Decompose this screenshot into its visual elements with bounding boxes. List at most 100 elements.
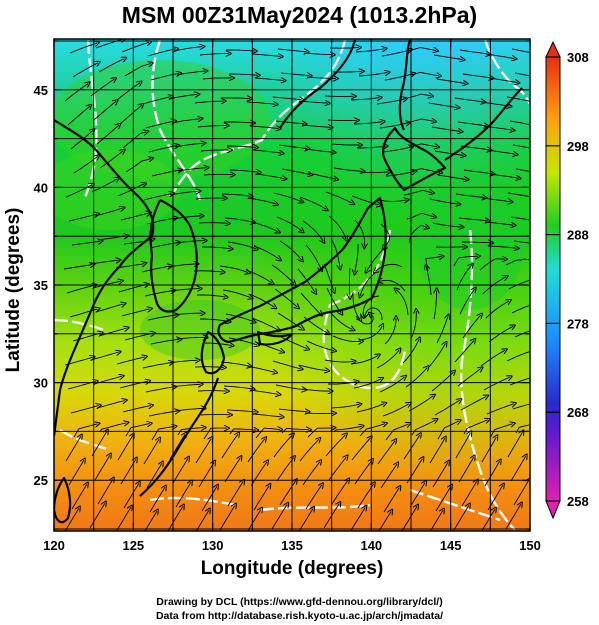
streamline xyxy=(91,179,118,193)
streamline xyxy=(194,367,224,368)
streamline xyxy=(481,509,495,531)
streamline xyxy=(458,218,488,221)
streamline xyxy=(272,360,301,369)
streamline xyxy=(198,223,228,224)
streamline xyxy=(177,168,207,172)
streamline xyxy=(384,318,396,345)
streamline xyxy=(174,408,204,411)
streamline xyxy=(275,120,305,124)
streamline xyxy=(453,505,469,531)
streamline xyxy=(408,144,437,147)
streamline xyxy=(195,439,211,464)
streamline xyxy=(323,263,334,291)
streamline xyxy=(301,125,331,127)
streamline xyxy=(116,83,140,101)
streamline xyxy=(277,312,302,329)
streamline xyxy=(143,439,159,465)
streamline xyxy=(98,328,127,337)
y-tick-label: 45 xyxy=(34,83,48,98)
colorbar-tick-label: 298 xyxy=(567,139,589,154)
streamline xyxy=(431,372,454,392)
streamline xyxy=(116,357,145,365)
streamline xyxy=(349,267,350,297)
colorbar-lower-arrow xyxy=(545,500,561,520)
streamline xyxy=(513,240,530,244)
streamline xyxy=(227,241,256,249)
streamline xyxy=(407,48,436,52)
x-tick-label: 140 xyxy=(360,538,382,553)
streamline xyxy=(245,269,272,283)
streamline xyxy=(351,438,370,461)
streamline xyxy=(94,455,110,481)
credit-drawing: Drawing by DCL (https://www.gfd-dennou.o… xyxy=(156,596,443,608)
streamline xyxy=(123,483,139,509)
streamline xyxy=(229,74,258,75)
streamline xyxy=(355,49,385,53)
streamline xyxy=(246,102,276,104)
streamline xyxy=(377,441,395,465)
streamline xyxy=(271,264,294,284)
streamline xyxy=(226,410,256,412)
streamline xyxy=(251,54,281,56)
streamline xyxy=(121,42,149,53)
streamline xyxy=(223,386,253,389)
streamline xyxy=(437,174,467,179)
streamline xyxy=(275,384,304,390)
chart-title: MSM 00Z31May2024 (1013.2hPa) xyxy=(121,2,478,28)
streamline xyxy=(359,172,389,173)
streamline xyxy=(402,94,431,100)
streamline xyxy=(249,126,279,129)
streamline xyxy=(383,488,399,513)
streamline xyxy=(480,101,510,106)
streamline xyxy=(489,173,519,178)
streamline xyxy=(276,216,302,231)
streamline xyxy=(227,146,256,147)
streamline xyxy=(406,459,422,484)
streamline xyxy=(409,225,428,244)
colorbar-ticks: 258 268 278 288 298 308 xyxy=(546,50,589,509)
colorbar-tick-label: 288 xyxy=(567,228,589,243)
streamline xyxy=(174,143,204,148)
streamline xyxy=(171,119,201,124)
streamline xyxy=(435,486,451,512)
streamline xyxy=(63,265,93,270)
streamline xyxy=(484,461,500,487)
streamline xyxy=(142,363,171,369)
streamline xyxy=(360,271,377,296)
streamline xyxy=(402,339,419,364)
streamline xyxy=(89,503,105,529)
colorbar-tick-label: 268 xyxy=(567,405,589,420)
streamline xyxy=(302,220,323,241)
streamline xyxy=(273,435,293,458)
streamline xyxy=(99,151,123,169)
x-tick-label: 145 xyxy=(440,538,462,553)
streamline xyxy=(328,215,346,239)
streamline xyxy=(247,509,261,531)
streamline xyxy=(172,216,202,220)
streamline xyxy=(378,511,391,531)
streamline xyxy=(121,309,150,317)
streamline xyxy=(454,340,474,363)
streamline xyxy=(203,343,232,345)
streamline xyxy=(281,168,310,175)
streamline xyxy=(221,194,251,196)
streamline xyxy=(249,389,279,394)
streamline xyxy=(98,59,125,73)
streamline xyxy=(365,307,383,321)
streamline xyxy=(353,379,381,389)
streamline xyxy=(358,326,382,341)
grid-lines xyxy=(54,39,530,531)
streamline xyxy=(375,263,403,271)
streamline xyxy=(459,289,475,315)
credit-data-source: Data from http://database.rish.kyoto-u.a… xyxy=(155,610,444,622)
streamline xyxy=(355,243,359,273)
streamline xyxy=(333,426,362,433)
streamline xyxy=(92,281,121,289)
streamline xyxy=(505,504,521,530)
streamline xyxy=(462,73,492,78)
streamline xyxy=(408,396,433,412)
streamline xyxy=(175,482,191,508)
streamline xyxy=(299,196,326,209)
streamline xyxy=(453,256,478,267)
streamline xyxy=(229,429,256,435)
